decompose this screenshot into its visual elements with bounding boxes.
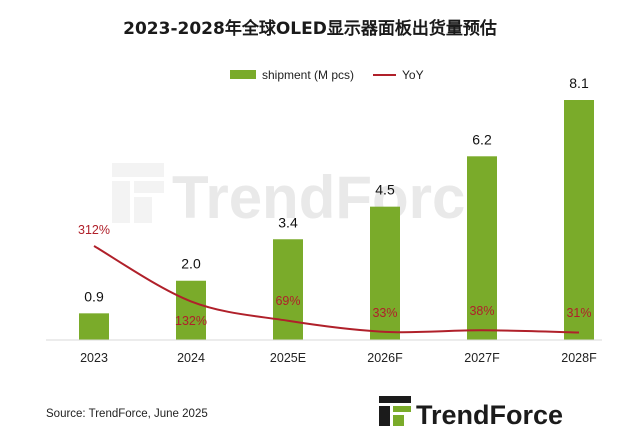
bar-series: [79, 100, 594, 340]
watermark-logo-icon: [112, 163, 164, 223]
yoy-series: [93, 245, 580, 334]
value-label-2024: 2.0: [181, 256, 201, 272]
x-tick-2023: 2023: [80, 351, 108, 365]
watermark-text: TrendForce: [172, 164, 499, 231]
yoy-label-2026F: 33%: [372, 306, 397, 320]
yoy-label-2024: 132%: [175, 314, 207, 328]
bar-2026F: [370, 206, 400, 340]
legend: shipment (M pcs) YoY: [230, 68, 424, 82]
x-tick-2027F: 2027F: [464, 351, 500, 365]
yoy-label-2023: 312%: [78, 223, 110, 237]
value-label-2023: 0.9: [84, 288, 104, 304]
x-tick-labels: 2023 2024 2025E 2026F 2027F 2028F: [80, 351, 597, 365]
bar-2028F: [564, 100, 594, 340]
value-label-2025E: 3.4: [278, 214, 298, 230]
legend-label-yoy: YoY: [402, 68, 424, 82]
legend-label-shipment: shipment (M pcs): [262, 68, 354, 82]
x-tick-2024: 2024: [177, 351, 205, 365]
value-labels: 0.9 2.0 3.4 4.5 6.2 8.1: [84, 75, 589, 304]
bar-2024: [176, 280, 206, 340]
bar-2027F: [467, 156, 497, 340]
x-tick-2026F: 2026F: [367, 351, 403, 365]
x-tick-2025E: 2025E: [270, 351, 306, 365]
brand-name: TrendForce: [416, 400, 563, 430]
value-label-2027F: 6.2: [472, 131, 492, 147]
x-tick-2028F: 2028F: [561, 351, 597, 365]
value-label-2026F: 4.5: [375, 182, 395, 198]
yoy-label-2027F: 38%: [469, 304, 494, 318]
yoy-labels: 312% 132% 69% 33% 38% 31%: [78, 223, 592, 328]
watermark: TrendForce: [112, 163, 499, 231]
yoy-line: [93, 245, 580, 334]
chart-title: 2023-2028年全球OLED显示器面板出货量预估: [123, 18, 497, 39]
value-label-2028F: 8.1: [569, 75, 589, 91]
bar-2023: [79, 313, 109, 340]
legend-swatch-shipment: [230, 70, 256, 79]
yoy-label-2028F: 31%: [566, 306, 591, 320]
bar-2025E: [273, 239, 303, 340]
source-note: Source: TrendForce, June 2025: [46, 408, 208, 420]
trendforce-logo-icon: [379, 396, 411, 426]
brand-logo: TrendForce: [379, 396, 563, 430]
yoy-label-2025E: 69%: [275, 294, 300, 308]
